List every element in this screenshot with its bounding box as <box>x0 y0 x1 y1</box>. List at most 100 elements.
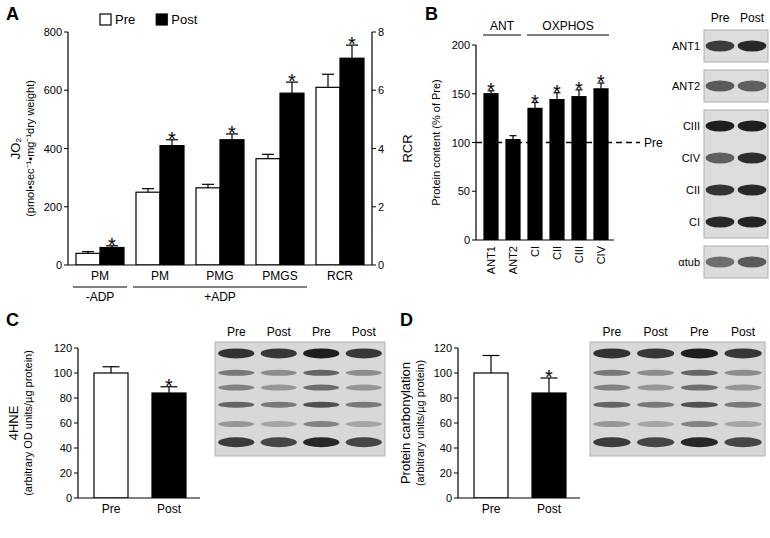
y-tick <box>64 206 68 207</box>
blot-band <box>637 348 674 358</box>
blot-band <box>593 348 630 358</box>
blot-band <box>681 348 718 358</box>
significance: * <box>487 79 495 101</box>
error-cap <box>202 184 214 185</box>
blot-band <box>303 437 339 447</box>
y2-tick-label: 4 <box>378 143 384 155</box>
error-cap <box>262 154 274 155</box>
y-tick-label: 0 <box>464 234 470 246</box>
y-axis-label: JO₂ <box>8 138 23 160</box>
y-tick <box>74 348 78 349</box>
blot-row-label: ANT2 <box>672 80 700 92</box>
y-tick <box>472 240 476 241</box>
significance: * <box>228 122 236 144</box>
blot-band <box>738 81 767 92</box>
error-line <box>490 356 491 374</box>
blot-column-label: Post <box>267 325 292 339</box>
y-tick-label: 80 <box>440 392 452 404</box>
bar <box>76 253 100 265</box>
panel-letter: A <box>6 4 19 24</box>
blot-column-label: Post <box>352 325 377 339</box>
y-tick-label: 800 <box>44 26 62 38</box>
group-label: ANT <box>490 19 515 33</box>
y-tick-label: 0 <box>66 492 72 504</box>
y-tick <box>454 423 458 424</box>
y-tick-label: 40 <box>60 442 72 454</box>
y-tick <box>74 398 78 399</box>
bar <box>572 97 586 240</box>
significance: * <box>575 78 583 100</box>
group-line <box>73 286 127 287</box>
blot-band <box>593 402 630 408</box>
blot-band <box>725 370 762 376</box>
blot-band <box>218 421 254 427</box>
x-tick-label: ANT2 <box>507 246 519 274</box>
y-tick <box>472 93 476 94</box>
blot-box <box>704 70 768 102</box>
blot-band <box>738 217 767 228</box>
significance: * <box>545 366 553 388</box>
y-tick-label: 100 <box>54 367 72 379</box>
plot-area <box>76 45 364 265</box>
y-tick-label: 120 <box>434 342 452 354</box>
blot-band <box>346 402 382 408</box>
x-axis <box>458 497 580 498</box>
blot-band <box>218 385 254 391</box>
y-axis-label: Protein carbonylation <box>398 362 413 484</box>
significance: * <box>288 70 296 92</box>
bar <box>152 393 186 498</box>
significance: * <box>597 71 605 93</box>
blot-band <box>346 385 382 391</box>
legend-label: Pre <box>115 12 135 27</box>
bar <box>528 108 542 240</box>
bar <box>280 93 304 265</box>
significance: * <box>348 33 356 55</box>
x-tick-label: ANT1 <box>485 246 497 274</box>
blot-column-label: Pre <box>227 325 246 339</box>
panel-letter: C <box>6 310 19 330</box>
blot-row-label: CI <box>689 216 700 228</box>
blot-box <box>704 246 768 278</box>
y2-tick <box>372 265 376 266</box>
y-tick <box>74 448 78 449</box>
blot-band <box>738 257 767 268</box>
y-tick <box>454 448 458 449</box>
x-tick-label: CI <box>529 246 541 257</box>
error-cap <box>82 251 94 252</box>
blot-column-label: Post <box>644 325 669 339</box>
y-tick-label: 600 <box>44 84 62 96</box>
error-cap <box>142 188 154 189</box>
blot-band <box>261 385 297 391</box>
significance: * <box>165 375 173 397</box>
plot-area <box>484 83 608 240</box>
blot-box <box>704 30 768 62</box>
legend-label: Post <box>171 12 197 27</box>
plot-area <box>94 367 186 498</box>
y-tick <box>74 473 78 474</box>
error-bar <box>103 367 120 373</box>
blot-band <box>681 421 718 427</box>
error-line <box>110 367 111 373</box>
blot-band <box>738 153 767 164</box>
blot-band <box>261 421 297 427</box>
error-cap <box>510 135 517 136</box>
blot-box <box>590 342 765 456</box>
y2-axis-label: RCR <box>400 134 415 162</box>
significance: * <box>553 81 561 103</box>
y2-tick-label: 2 <box>378 201 384 213</box>
blot-band <box>637 421 674 427</box>
bar <box>484 94 498 240</box>
y-tick <box>64 32 68 33</box>
blot-band <box>303 385 339 391</box>
error-cap <box>322 74 334 75</box>
x-tick-label: PMGS <box>262 269 297 283</box>
blot-column-label: Pre <box>711 11 730 25</box>
y-tick <box>454 473 458 474</box>
blot-band <box>303 421 339 427</box>
blot-band <box>261 348 297 358</box>
significance: * <box>168 128 176 150</box>
y-tick-label: 20 <box>440 467 452 479</box>
blot-band <box>725 348 762 358</box>
y-tick-label: 100 <box>434 367 452 379</box>
bar <box>506 140 520 240</box>
